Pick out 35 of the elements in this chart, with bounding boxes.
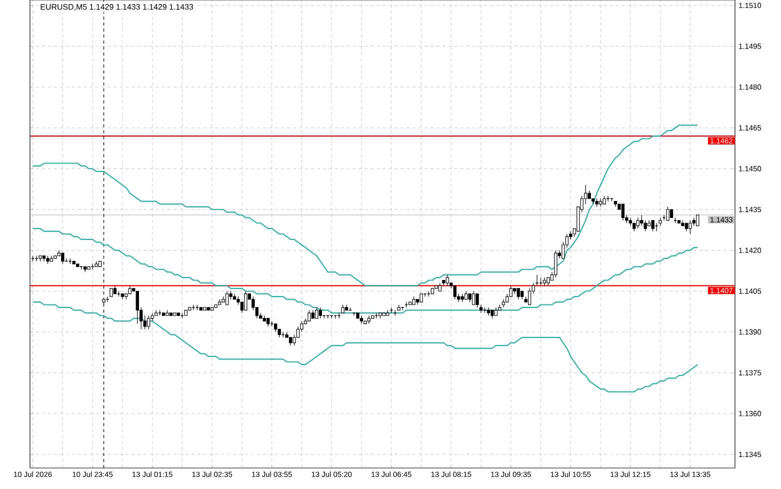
candlestick	[651, 220, 654, 232]
candlestick	[360, 315, 364, 324]
candlestick	[367, 315, 371, 324]
candlestick	[554, 250, 558, 278]
candlestick	[628, 217, 632, 226]
candlestick	[598, 198, 602, 208]
candlestick	[147, 315, 150, 330]
candlestick	[516, 288, 520, 300]
candlestick	[640, 214, 644, 226]
candlestick	[244, 290, 248, 310]
candlestick	[90, 264, 94, 270]
candlestick	[502, 299, 505, 308]
candlestick	[61, 252, 64, 264]
candlestick	[486, 307, 490, 316]
candlestick	[472, 290, 476, 306]
candlestick	[352, 312, 356, 316]
candlestick	[446, 274, 449, 286]
candlestick	[453, 285, 456, 300]
candlestick	[636, 217, 640, 229]
candlestick	[666, 206, 670, 221]
candlestick	[136, 290, 139, 324]
candlestick	[535, 274, 539, 286]
candlestick	[542, 277, 546, 286]
candlestick	[374, 312, 378, 319]
candlestick	[34, 255, 38, 262]
candlestick	[225, 290, 229, 306]
candlestick	[528, 288, 532, 306]
candlestick	[318, 307, 322, 319]
candlestick	[696, 214, 700, 226]
candlestick	[606, 196, 610, 202]
candlestick	[688, 220, 692, 234]
candlestick	[315, 307, 318, 319]
candlestick	[644, 220, 647, 232]
candlestick	[621, 204, 625, 221]
candlestick	[308, 310, 311, 322]
